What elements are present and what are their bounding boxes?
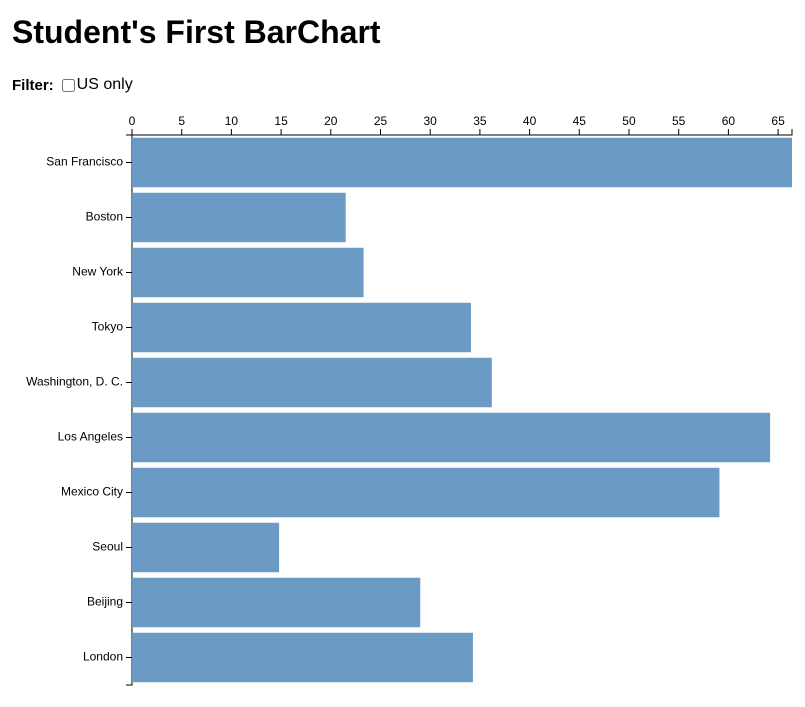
bar xyxy=(132,522,280,573)
bar xyxy=(132,577,421,628)
x-tick-label: 55 xyxy=(672,114,686,128)
bar xyxy=(132,357,492,408)
x-tick-label: 25 xyxy=(374,114,388,128)
bar xyxy=(132,302,471,353)
us-only-checkbox[interactable] xyxy=(61,78,75,92)
y-tick-label: Seoul xyxy=(92,540,123,554)
page-title: Student's First BarChart xyxy=(12,14,381,50)
x-tick-label: 35 xyxy=(473,114,487,128)
y-tick-label: Boston xyxy=(86,210,123,224)
bar xyxy=(132,412,771,463)
filter: Filter: US only xyxy=(12,76,133,94)
bar xyxy=(132,632,473,683)
x-tick-label: 40 xyxy=(523,114,537,128)
chart: 0 5 10 15 20 25 30 35 40 45 50 55 60 65 San Francisco B… xyxy=(26,114,793,686)
x-tick-label: 65 xyxy=(771,114,785,128)
bar xyxy=(132,467,720,518)
y-axis xyxy=(126,134,133,686)
y-tick-label: Mexico City xyxy=(61,485,123,499)
bar xyxy=(132,137,792,188)
y-tick-label: London xyxy=(83,650,123,664)
x-tick-label: 0 xyxy=(129,114,136,128)
x-tick-label: 10 xyxy=(225,114,239,128)
bar xyxy=(132,247,364,298)
y-tick-label: New York xyxy=(72,265,124,279)
x-tick-label: 5 xyxy=(178,114,185,128)
x-tick-label: 20 xyxy=(324,114,338,128)
y-tick-label: Beijing xyxy=(87,595,123,609)
x-tick-label: 15 xyxy=(274,114,288,128)
x-tick-label: 30 xyxy=(424,114,438,128)
bar xyxy=(132,192,346,243)
x-tick-label: 45 xyxy=(573,114,587,128)
us-only-label[interactable]: US only xyxy=(76,76,133,93)
x-tick-label: 60 xyxy=(722,114,736,128)
x-tick-label: 50 xyxy=(622,114,636,128)
y-tick-label: Tokyo xyxy=(92,320,124,334)
y-tick-label: Washington, D. C. xyxy=(26,375,123,389)
y-tick-label: Los Angeles xyxy=(58,430,123,444)
filter-label: Filter: xyxy=(12,76,54,94)
y-tick-label: San Francisco xyxy=(46,155,123,169)
